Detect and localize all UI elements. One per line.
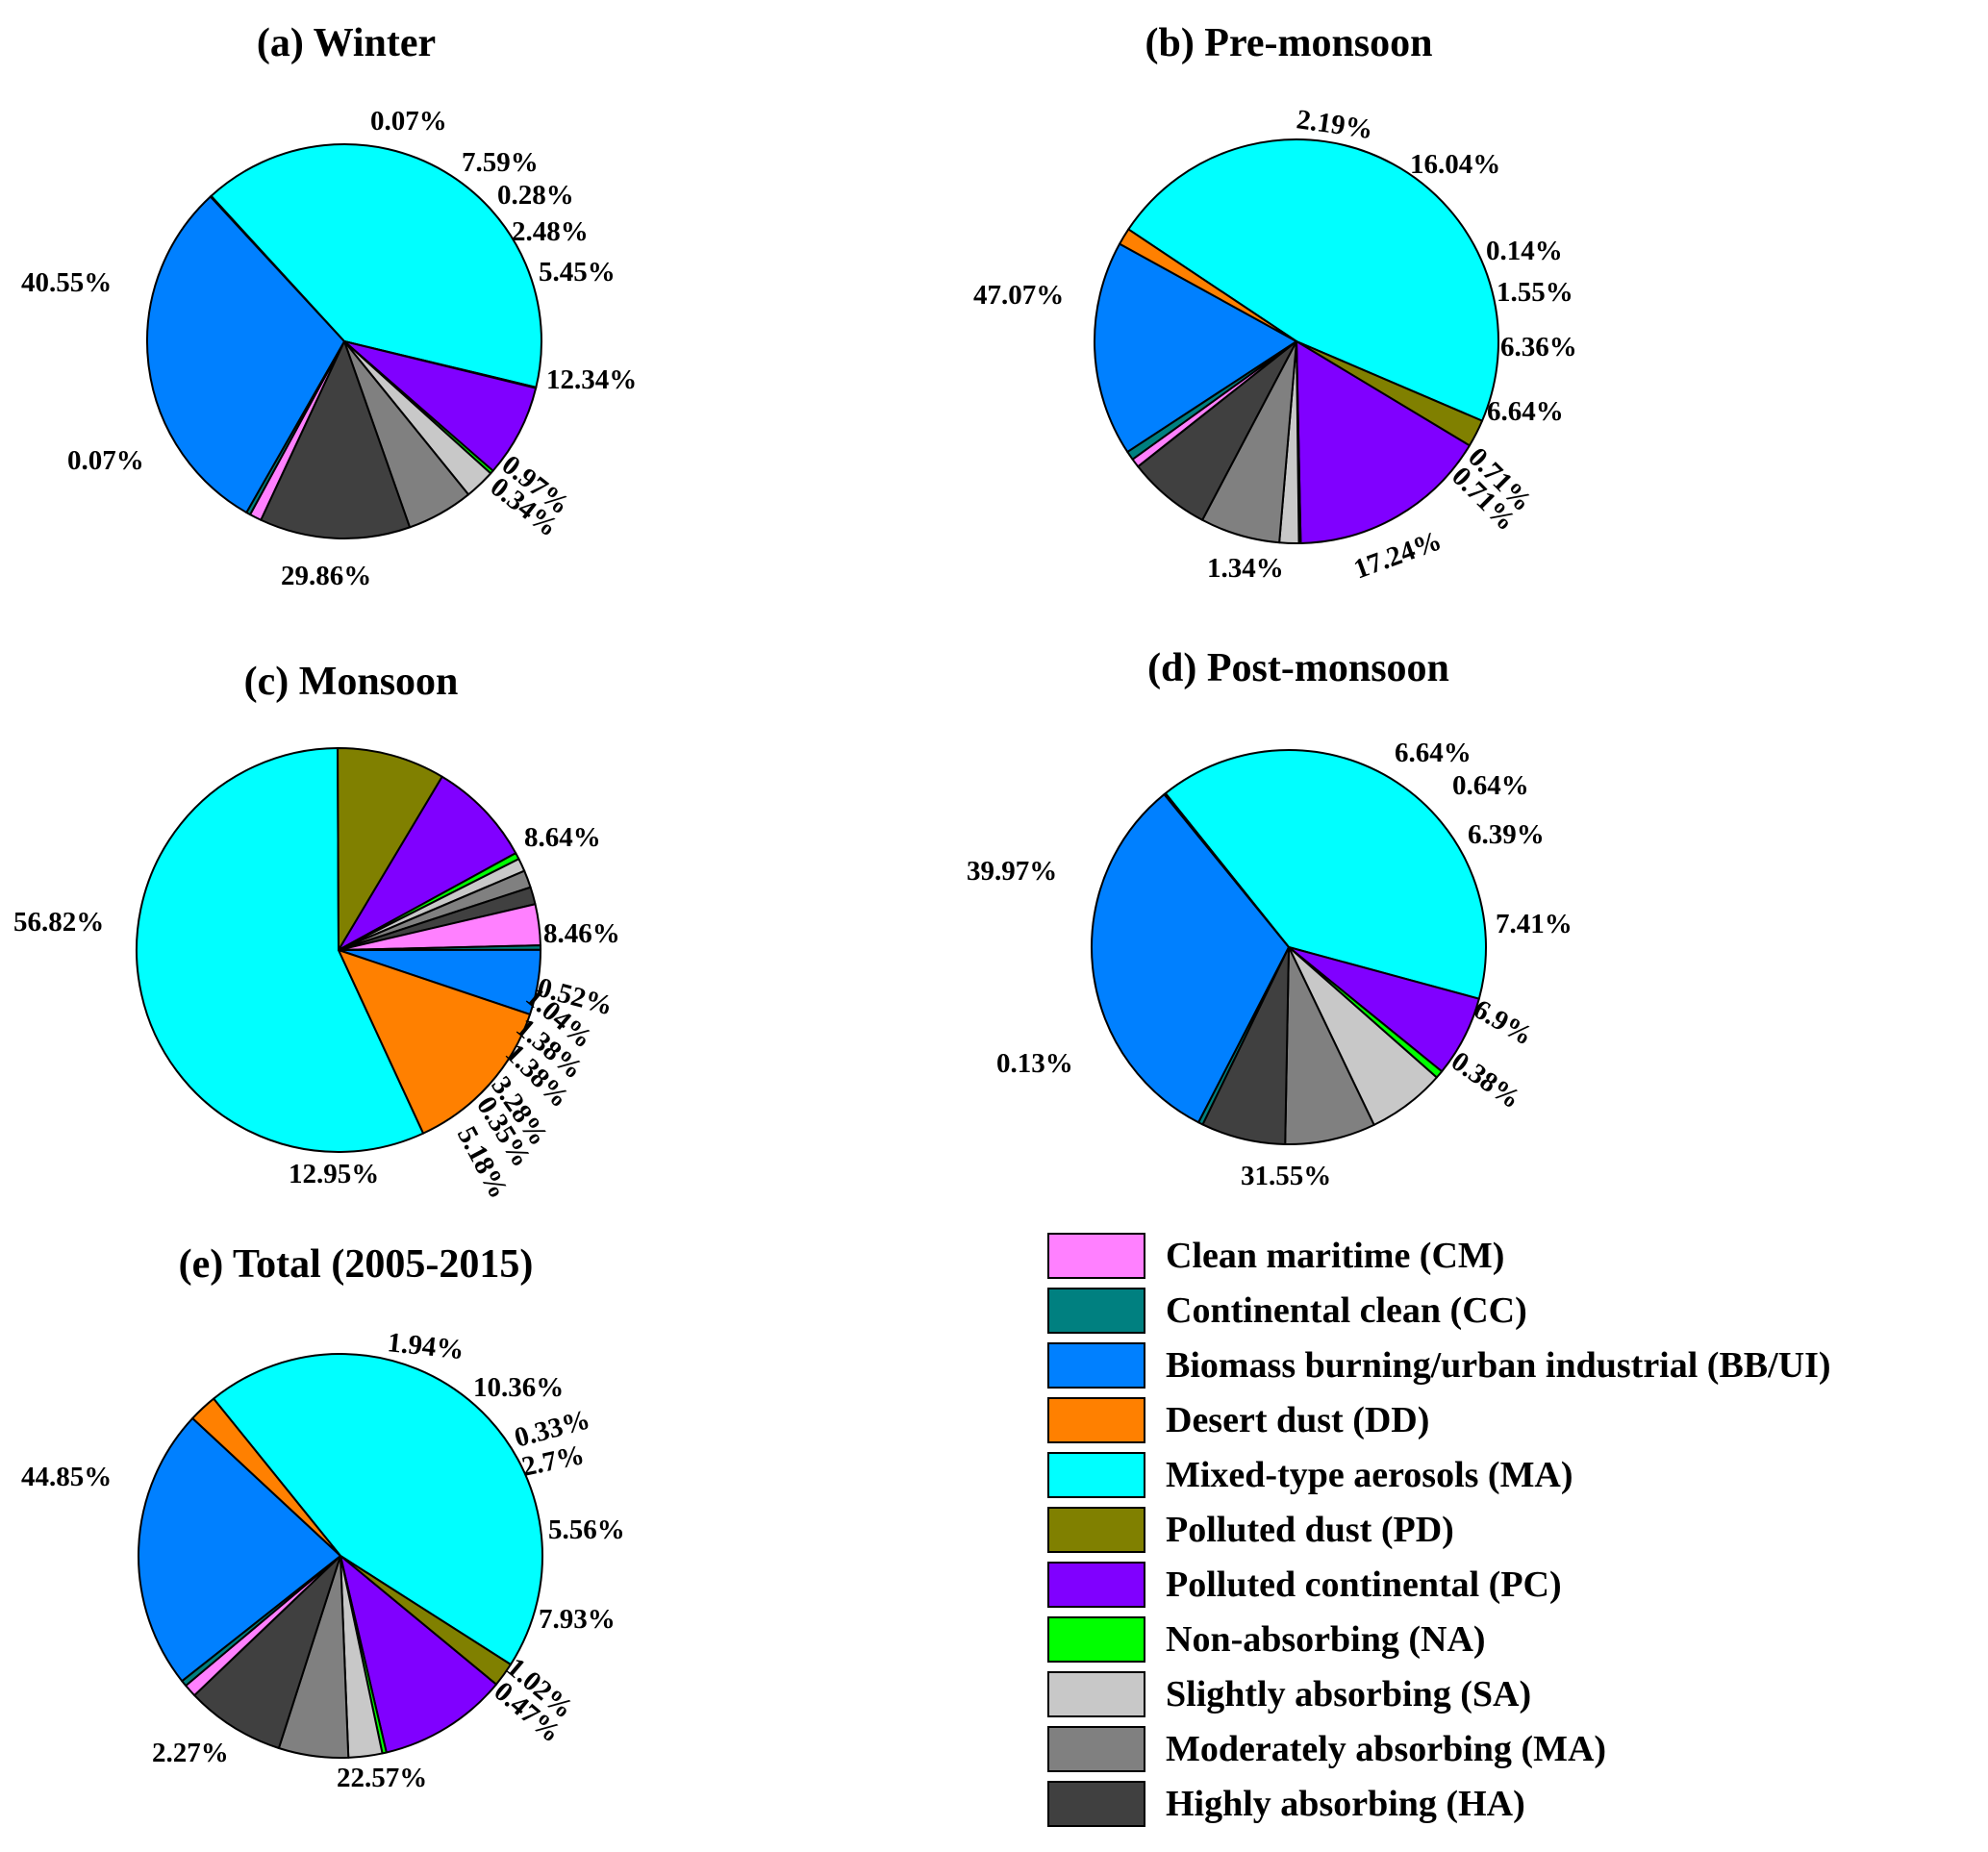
pie-slice-ha xyxy=(260,340,412,539)
legend-swatch-ha xyxy=(1047,1781,1145,1827)
legend-label-ha: Highly absorbing (HA) xyxy=(1166,1784,1525,1824)
legend-label-pd: Polluted dust (PD) xyxy=(1166,1510,1454,1550)
slice-label: 0.07% xyxy=(67,445,144,476)
pie-slice-pc xyxy=(338,775,517,951)
pie-title-pre-monsoon: (b) Pre-monsoon xyxy=(1145,21,1432,65)
slice-label: 31.55% xyxy=(1241,1161,1331,1191)
slice-label: 17.24% xyxy=(1349,525,1446,585)
slice-label: 7.93% xyxy=(539,1604,616,1635)
pie-panel-winter: (a) Winter 40.55% 0.07% 7.59% 0.28% 2.48… xyxy=(21,21,637,591)
legend-label-cc: Continental clean (CC) xyxy=(1166,1290,1527,1331)
pie-slice-bb xyxy=(1094,242,1297,453)
pie-slice-dd xyxy=(191,1397,341,1557)
slice-label: 39.97% xyxy=(967,856,1057,887)
legend-swatch-cm xyxy=(1047,1233,1145,1279)
slice-label: 2.27% xyxy=(152,1738,229,1768)
pie-title-monsoon: (c) Monsoon xyxy=(244,660,459,704)
slice-label: 0.38% xyxy=(1446,1046,1526,1115)
slice-label: 0.14% xyxy=(1486,236,1563,266)
slice-label: 22.57% xyxy=(337,1763,427,1793)
legend-swatches xyxy=(1047,1233,1145,1827)
legend-swatch-pd xyxy=(1047,1507,1145,1553)
legend-label-sa: Slightly absorbing (SA) xyxy=(1166,1674,1531,1714)
slice-label: 1.94% xyxy=(386,1327,466,1365)
pie-slice-bb xyxy=(1091,793,1290,1124)
slice-label: 2.48% xyxy=(512,216,589,247)
slice-label: 47.07% xyxy=(973,280,1064,311)
pie-panel-pre-monsoon: (b) Pre-monsoon 47.07% 2.19% 16.04% 0.14… xyxy=(973,21,1577,586)
slice-label: 29.86% xyxy=(281,561,371,591)
slice-label: 0.64% xyxy=(1452,770,1529,801)
pie-slice-ma xyxy=(1127,138,1499,422)
slice-label: 7.41% xyxy=(1496,909,1573,939)
slice-label: 8.46% xyxy=(543,918,620,949)
pie-title-total: (e) Total (2005-2015) xyxy=(179,1242,534,1287)
pie-slice-pd xyxy=(337,746,443,951)
pie-slice-ma xyxy=(136,747,425,1153)
pie-slice-pc xyxy=(340,1555,497,1754)
pie-panel-total: (e) Total (2005-2015) 44.85% 1.94% 10.36… xyxy=(21,1242,625,1793)
legend-swatch-dd xyxy=(1047,1397,1145,1443)
pie-slice-dd xyxy=(1163,792,1290,948)
slice-label: 40.55% xyxy=(21,267,112,298)
legend-label-ma: Mixed-type aerosols (MA) xyxy=(1166,1455,1573,1495)
slice-label: 56.82% xyxy=(13,907,104,938)
slice-label: 6.36% xyxy=(1500,332,1577,363)
legend-label-mabs: Moderately absorbing (MA) xyxy=(1166,1729,1606,1769)
pie-slices-winter xyxy=(146,143,542,539)
slice-label: 12.95% xyxy=(289,1159,379,1189)
pie-slices-post-monsoon xyxy=(1091,749,1487,1145)
pie-slices-monsoon xyxy=(136,746,542,1153)
slice-label: 12.34% xyxy=(546,364,637,395)
slice-label: 44.85% xyxy=(21,1462,112,1492)
slice-label: 0.07% xyxy=(370,106,447,137)
slice-label: 5.56% xyxy=(548,1514,625,1545)
legend-swatch-pc xyxy=(1047,1562,1145,1608)
pie-slice-ha xyxy=(193,1555,341,1749)
slice-label: 1.55% xyxy=(1497,277,1573,308)
pie-slice-dd xyxy=(338,949,532,1135)
pie-slices-pre-monsoon xyxy=(1094,138,1499,544)
legend-label-pc: Polluted continental (PC) xyxy=(1166,1564,1562,1605)
legend-swatch-bb xyxy=(1047,1342,1145,1389)
legend-swatch-cc xyxy=(1047,1288,1145,1334)
pie-slice-bb xyxy=(146,195,345,513)
legend-swatch-mabs xyxy=(1047,1726,1145,1772)
slice-label: 6.64% xyxy=(1395,738,1472,768)
pie-slices-total xyxy=(138,1353,543,1759)
legend-label-bb: Biomass burning/urban industrial (BB/UI) xyxy=(1166,1345,1831,1386)
pie-slice-dd xyxy=(1119,228,1297,342)
pie-slice-bb xyxy=(138,1416,341,1683)
slice-label: 5.45% xyxy=(539,257,616,288)
pie-slice-pc xyxy=(1296,340,1471,544)
legend-swatch-ma xyxy=(1047,1452,1145,1498)
pie-slice-ma xyxy=(1164,749,1487,1000)
legend: Clean maritime (CM) Continental clean (C… xyxy=(1047,1233,1831,1827)
pie-panel-monsoon: (c) Monsoon 56.82% 8.64% 8.46% 0.52% 1.0… xyxy=(13,660,620,1204)
pie-slice-ma xyxy=(213,1353,543,1666)
pie-title-post-monsoon: (d) Post-monsoon xyxy=(1147,646,1449,690)
pie-slice-pc xyxy=(343,340,538,472)
legend-label-cm: Clean maritime (CM) xyxy=(1166,1236,1504,1276)
slice-label: 10.36% xyxy=(473,1372,564,1403)
pie-panel-post-monsoon: (d) Post-monsoon 39.97% 6.64% 0.64% 6.39… xyxy=(967,646,1573,1191)
slice-label: 6.9% xyxy=(1469,993,1539,1051)
legend-label-na: Non-absorbing (NA) xyxy=(1166,1619,1486,1660)
pie-title-winter: (a) Winter xyxy=(257,21,436,65)
slice-label: 16.04% xyxy=(1410,149,1500,180)
slice-label: 0.28% xyxy=(497,180,574,211)
slice-label: 0.13% xyxy=(996,1048,1073,1079)
slice-label: 7.59% xyxy=(462,147,539,178)
legend-swatch-sa xyxy=(1047,1671,1145,1717)
slice-label: 6.39% xyxy=(1468,819,1545,850)
slice-label: 1.34% xyxy=(1207,553,1284,584)
legend-label-dd: Desert dust (DD) xyxy=(1166,1400,1429,1440)
slice-label: 6.64% xyxy=(1487,396,1564,427)
legend-swatch-na xyxy=(1047,1616,1145,1663)
slice-label: 8.64% xyxy=(524,822,601,853)
pie-slice-ma xyxy=(210,143,542,388)
pie-slice-dd xyxy=(209,194,345,342)
